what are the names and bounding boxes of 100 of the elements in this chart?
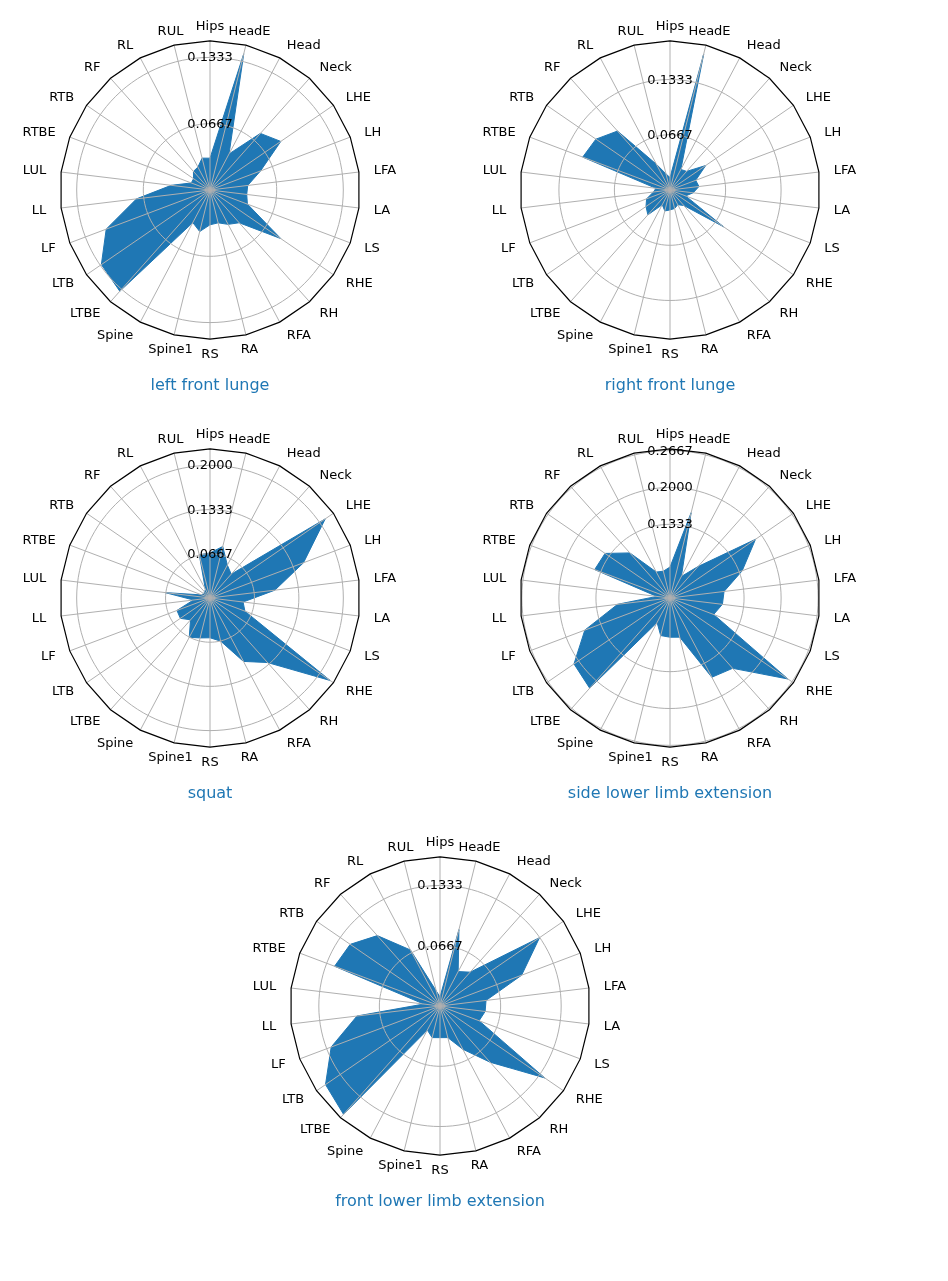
- spoke-label: LS: [824, 240, 840, 256]
- spoke-label: LH: [824, 123, 842, 139]
- spoke-label: RS: [201, 346, 219, 362]
- spoke-label: Spine1: [608, 749, 653, 765]
- spoke-label: RH: [319, 712, 339, 728]
- spoke-label: Hips: [195, 425, 225, 441]
- spoke-label: LFA: [833, 570, 857, 586]
- spoke-label: LH: [364, 531, 382, 547]
- spoke-label: Spine1: [378, 1157, 423, 1173]
- spoke-label: RTBE: [482, 123, 516, 139]
- text: squat: [187, 783, 233, 802]
- spoke-label: LHE: [345, 496, 372, 512]
- spoke-label: RHE: [575, 1091, 603, 1107]
- spoke-label: Hips: [655, 17, 685, 33]
- spoke-label: RHE: [345, 275, 373, 291]
- spoke-label: RFA: [746, 735, 771, 751]
- spoke-label: Neck: [319, 59, 353, 75]
- text: front lower limb extension: [335, 1191, 545, 1210]
- spoke-label: RTB: [49, 496, 75, 512]
- spoke-label: RL: [577, 36, 595, 52]
- spoke-label: LTBE: [530, 712, 561, 728]
- spoke-label: Head: [286, 36, 321, 52]
- spoke-label: RFA: [516, 1143, 541, 1159]
- text: left front lunge: [150, 375, 270, 394]
- spoke-label: LA: [833, 609, 851, 625]
- spoke-label: LUL: [482, 162, 507, 178]
- spoke-label: HeadE: [688, 22, 731, 38]
- spoke-label: RUL: [387, 838, 415, 854]
- spoke-label: Hips: [425, 833, 455, 849]
- text: side lower limb extension: [567, 783, 773, 802]
- y-tick-label: 0.1333: [417, 877, 463, 893]
- spoke-label: LFA: [833, 162, 857, 178]
- spoke-label: RTB: [509, 88, 535, 104]
- spoke-label: LA: [373, 609, 391, 625]
- spoke-label: Head: [746, 36, 781, 52]
- spoke-label: LUL: [252, 978, 277, 994]
- spoke-label: RH: [549, 1120, 569, 1136]
- spoke-label: RH: [779, 712, 799, 728]
- spoke-label: LUL: [482, 570, 507, 586]
- spoke-label: LF: [40, 240, 56, 256]
- spoke-label: RS: [661, 754, 679, 770]
- spoke-label: LH: [594, 939, 612, 955]
- y-tick-label: 0.1333: [187, 501, 233, 517]
- spoke-label: LHE: [805, 496, 832, 512]
- spoke-label: HeadE: [228, 22, 271, 38]
- spoke-label: LTB: [281, 1091, 305, 1107]
- spoke-label: LTB: [511, 683, 535, 699]
- spoke-label: LA: [373, 201, 391, 217]
- spoke-label: LHE: [805, 88, 832, 104]
- y-tick-label: 0.1333: [647, 71, 693, 87]
- spoke-label: RTBE: [482, 531, 516, 547]
- spoke-label: RF: [544, 59, 561, 75]
- spoke-label: Neck: [779, 59, 813, 75]
- spoke-label: LS: [364, 240, 380, 256]
- spoke-label: LFA: [603, 978, 627, 994]
- spoke-label: LS: [594, 1056, 610, 1072]
- spoke-label: RA: [700, 749, 719, 765]
- spoke-label: Spine: [326, 1143, 364, 1159]
- spoke-label: RA: [700, 341, 719, 357]
- spoke-label: Head: [746, 444, 781, 460]
- spoke-label: Spine1: [148, 749, 193, 765]
- spoke-label: LTB: [51, 275, 75, 291]
- spoke-label: HeadE: [688, 430, 731, 446]
- spoke-label: LS: [364, 648, 380, 664]
- spoke-label: LTBE: [300, 1120, 331, 1136]
- spoke-label: LUL: [22, 570, 47, 586]
- spoke-label: Hips: [655, 425, 685, 441]
- spoke-label: RS: [431, 1162, 449, 1178]
- spoke-label: RFA: [286, 735, 311, 751]
- spoke-label: Spine: [556, 327, 594, 343]
- spoke-label: RS: [661, 346, 679, 362]
- spoke-label: RTBE: [22, 531, 56, 547]
- spoke-label: HeadE: [228, 430, 271, 446]
- spoke-label: LUL: [22, 162, 47, 178]
- spoke-label: LTBE: [530, 304, 561, 320]
- spoke-label: Hips: [195, 17, 225, 33]
- spoke-label: LL: [491, 609, 507, 625]
- spoke-label: LA: [603, 1017, 621, 1033]
- spoke-label: RF: [314, 875, 331, 891]
- spoke-label: Spine1: [608, 341, 653, 357]
- spoke-label: LHE: [575, 904, 602, 920]
- spoke-label: RTBE: [22, 123, 56, 139]
- spoke-label: RTB: [279, 904, 305, 920]
- y-tick-label: 0.1333: [187, 49, 233, 65]
- spoke-label: Head: [516, 852, 551, 868]
- spoke-label: RH: [779, 304, 799, 320]
- spoke-label: RL: [577, 444, 595, 460]
- spoke-label: RUL: [157, 430, 185, 446]
- spoke-label: RTB: [49, 88, 75, 104]
- spoke-label: RTB: [509, 496, 535, 512]
- spoke-label: LL: [491, 201, 507, 217]
- spoke-label: LS: [824, 648, 840, 664]
- spoke-label: LF: [270, 1056, 286, 1072]
- spoke-label: RFA: [286, 327, 311, 343]
- y-tick-label: 0.2000: [647, 479, 693, 495]
- spoke-label: RHE: [345, 683, 373, 699]
- y-tick-label: 0.2000: [187, 457, 233, 473]
- spoke-label: RTBE: [252, 939, 286, 955]
- spoke-label: RL: [117, 444, 135, 460]
- spoke-label: RH: [319, 304, 339, 320]
